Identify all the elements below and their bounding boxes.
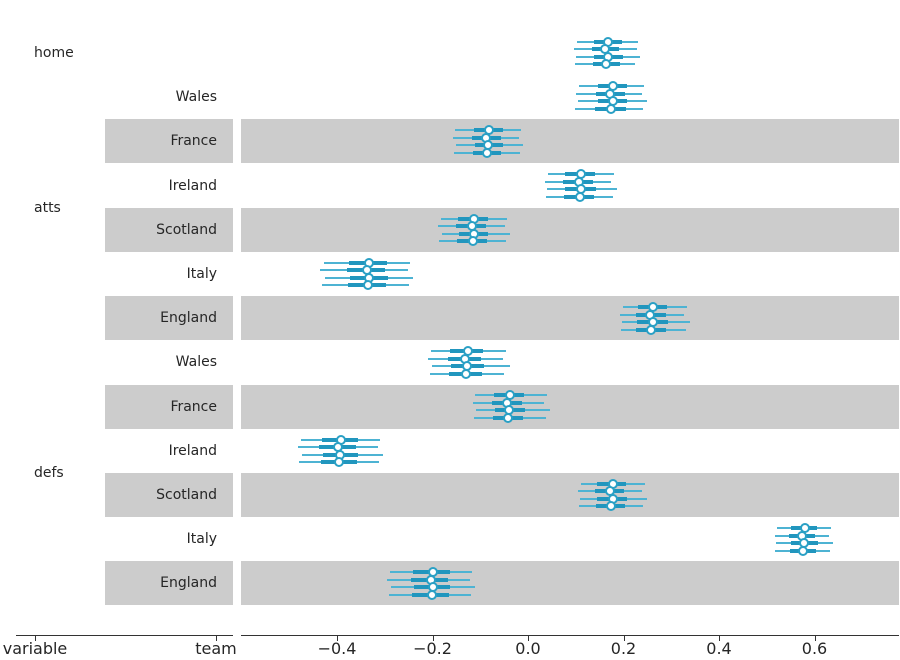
variable-label-atts: atts (34, 199, 61, 216)
row-band-plot (241, 296, 899, 341)
row-band-plot (241, 384, 899, 429)
row-band-plot (241, 207, 899, 252)
median-marker (606, 103, 617, 114)
team-label-scotland: Scotland (156, 487, 217, 503)
team-axis-label: team (195, 639, 237, 658)
row-band-team (105, 296, 233, 341)
team-label-wales: Wales (175, 354, 217, 371)
team-label-england: England (160, 575, 217, 592)
team-label-italy: Italy (186, 266, 217, 282)
x-axis-tick-label: 0.6 (801, 639, 828, 658)
row-band-team (105, 384, 233, 429)
x-axis-tick (432, 636, 434, 641)
x-axis-tick-label: −0.4 (317, 639, 357, 658)
median-marker (646, 324, 657, 335)
variable-label-defs: defs (34, 464, 64, 481)
median-marker (482, 147, 493, 158)
team-label-france: France (170, 398, 217, 415)
team-axis-tick (216, 636, 217, 641)
median-marker (601, 59, 612, 70)
x-axis-tick-label: −0.2 (413, 639, 452, 658)
row-band-team (105, 119, 233, 164)
x-axis-line (241, 635, 899, 636)
x-axis-tick (623, 636, 625, 641)
median-marker (574, 191, 585, 202)
team-label-wales: Wales (175, 89, 217, 106)
median-marker (606, 501, 617, 512)
median-marker (503, 412, 514, 423)
team-label-italy: Italy (186, 531, 217, 548)
median-marker (461, 368, 472, 379)
team-label-england: England (160, 310, 217, 327)
median-marker (426, 589, 437, 600)
x-axis-tick-label: 0.0 (515, 639, 541, 658)
x-axis-tick (814, 636, 816, 641)
team-label-ireland: Ireland (168, 177, 217, 194)
median-marker (334, 457, 345, 468)
team-label-ireland: Ireland (168, 442, 217, 459)
variable-axis-label: variable (2, 639, 68, 658)
row-band-plot (241, 561, 899, 606)
category-axis-line (16, 635, 233, 636)
variable-axis-tick (35, 636, 36, 641)
row-band-team (105, 561, 233, 606)
row-band-plot (241, 472, 899, 518)
x-axis-tick-label: 0.2 (610, 639, 637, 658)
x-axis-tick (337, 636, 338, 641)
team-label-france: France (170, 133, 217, 150)
team-label-scotland: Scotland (156, 221, 217, 238)
row-band-team (105, 472, 233, 518)
row-band-plot (241, 119, 899, 164)
x-axis-tick-label: 0.4 (706, 639, 732, 658)
median-marker (467, 236, 478, 247)
median-marker (798, 545, 809, 556)
median-marker (362, 280, 373, 291)
row-band-team (105, 207, 233, 252)
x-axis-tick (719, 636, 720, 641)
x-axis-tick (528, 636, 529, 641)
variable-label-home: home (34, 45, 74, 61)
